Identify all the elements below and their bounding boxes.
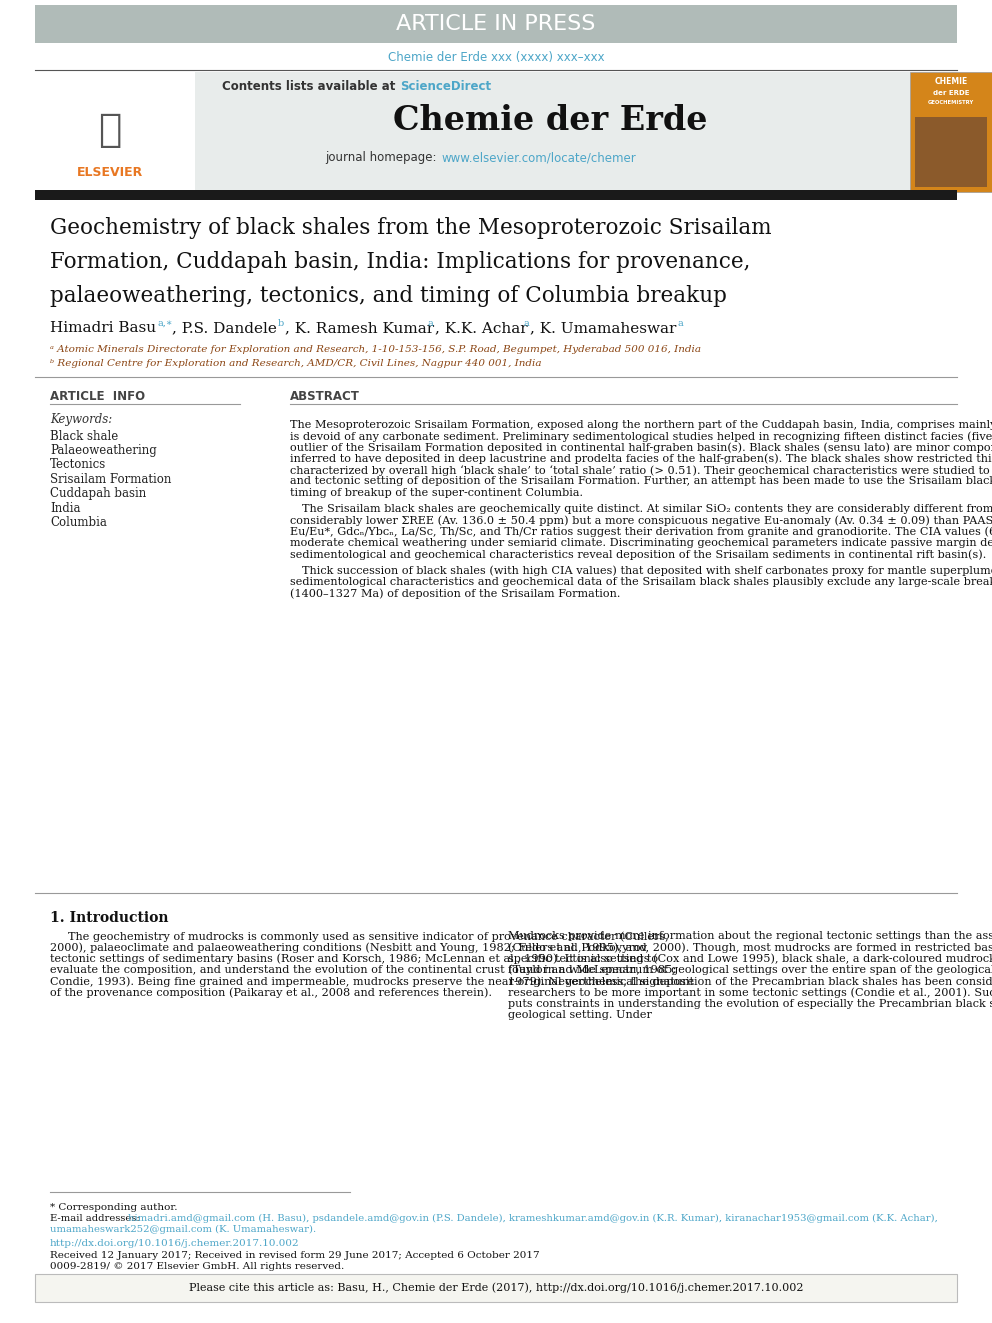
- Text: India: India: [50, 501, 80, 515]
- Text: ARTICLE IN PRESS: ARTICLE IN PRESS: [397, 15, 595, 34]
- Text: ScienceDirect: ScienceDirect: [400, 81, 491, 94]
- Text: Black shale: Black shale: [50, 430, 118, 442]
- Text: researchers to be more important in some tectonic settings (Condie et al., 2001): researchers to be more important in some…: [508, 987, 992, 999]
- Text: characterized by overall high ‘black shale’ to ‘total shale’ ratio (> 0.51). The: characterized by overall high ‘black sha…: [290, 466, 992, 476]
- Text: The Mesoproterozoic Srisailam Formation, exposed along the northern part of the : The Mesoproterozoic Srisailam Formation,…: [290, 419, 992, 430]
- Text: , P.S. Dandele: , P.S. Dandele: [172, 321, 277, 335]
- Text: b: b: [278, 319, 285, 328]
- FancyBboxPatch shape: [195, 71, 910, 192]
- Text: sedimentological characteristics and geochemical data of the Srisailam black sha: sedimentological characteristics and geo…: [290, 577, 992, 587]
- Text: Formation, Cuddapah basin, India: Implications for provenance,: Formation, Cuddapah basin, India: Implic…: [50, 251, 750, 273]
- FancyBboxPatch shape: [35, 191, 957, 200]
- Text: E-mail addresses:: E-mail addresses:: [50, 1215, 143, 1222]
- Text: a: a: [524, 319, 530, 328]
- Text: specific tectonic settings (Cox and Lowe 1995), black shale, a dark-coloured mud: specific tectonic settings (Cox and Lowe…: [508, 954, 992, 964]
- Text: 1979). Nevertheless, the deposition of the Precambrian black shales has been con: 1979). Nevertheless, the deposition of t…: [508, 976, 992, 987]
- Text: ABSTRACT: ABSTRACT: [290, 390, 360, 404]
- Text: himadri.amd@gmail.com (H. Basu), psdandele.amd@gov.in (P.S. Dandele), krameshkum: himadri.amd@gmail.com (H. Basu), psdande…: [128, 1215, 937, 1224]
- Text: timing of breakup of the super-continent Columbia.: timing of breakup of the super-continent…: [290, 488, 583, 497]
- Text: considerably lower ΣREE (Av. 136.0 ± 50.4 ppm) but a more conspicuous negative E: considerably lower ΣREE (Av. 136.0 ± 50.…: [290, 516, 992, 527]
- Text: Mudrocks provide more information about the regional tectonic settings than the : Mudrocks provide more information about …: [508, 931, 992, 941]
- Text: sedimentological and geochemical characteristics reveal deposition of the Srisai: sedimentological and geochemical charact…: [290, 549, 986, 560]
- Text: is devoid of any carbonate sediment. Preliminary sedimentological studies helped: is devoid of any carbonate sediment. Pre…: [290, 431, 992, 442]
- Text: Keywords:: Keywords:: [50, 414, 112, 426]
- Text: 🌳: 🌳: [98, 111, 122, 149]
- Text: Cuddapah basin: Cuddapah basin: [50, 487, 146, 500]
- Text: CHEMIE: CHEMIE: [934, 78, 967, 86]
- Text: ᵃ Atomic Minerals Directorate for Exploration and Research, 1-10-153-156, S.P. R: ᵃ Atomic Minerals Directorate for Explor…: [50, 345, 701, 355]
- Text: Srisailam Formation: Srisailam Formation: [50, 474, 172, 486]
- Text: palaeoweathering, tectonics, and timing of Columbia breakup: palaeoweathering, tectonics, and timing …: [50, 284, 727, 307]
- Text: 2000), palaeoclimate and palaeoweathering conditions (Nesbitt and Young, 1982; F: 2000), palaeoclimate and palaeoweatherin…: [50, 942, 647, 953]
- Text: Chemie der Erde: Chemie der Erde: [393, 103, 707, 136]
- Text: Received 12 January 2017; Received in revised form 29 June 2017; Accepted 6 Octo: Received 12 January 2017; Received in re…: [50, 1252, 540, 1259]
- Text: ARTICLE  INFO: ARTICLE INFO: [50, 390, 145, 404]
- Text: Himadri Basu: Himadri Basu: [50, 321, 156, 335]
- Text: , K.K. Achar: , K.K. Achar: [435, 321, 528, 335]
- Text: outlier of the Srisailam Formation deposited in continental half-graben basin(s): outlier of the Srisailam Formation depos…: [290, 443, 992, 454]
- Text: Thick succession of black shales (with high CIA values) that deposited with shel: Thick succession of black shales (with h…: [302, 566, 992, 576]
- Text: ᵇ Regional Centre for Exploration and Research, AMD/CR, Civil Lines, Nagpur 440 : ᵇ Regional Centre for Exploration and Re…: [50, 360, 542, 369]
- Text: Palaeoweathering: Palaeoweathering: [50, 445, 157, 456]
- Text: of the provenance composition (Paikaray et al., 2008 and references therein).: of the provenance composition (Paikaray …: [50, 987, 492, 998]
- Text: puts constraints in understanding the evolution of especially the Precambrian bl: puts constraints in understanding the ev…: [508, 999, 992, 1009]
- Text: , K. Ramesh Kumar: , K. Ramesh Kumar: [285, 321, 434, 335]
- Text: Columbia: Columbia: [50, 516, 107, 529]
- Text: The geochemistry of mudrocks is commonly used as sensitive indicator of provenan: The geochemistry of mudrocks is commonly…: [68, 931, 669, 942]
- FancyBboxPatch shape: [915, 116, 987, 187]
- Text: 0009-2819/ © 2017 Elsevier GmbH. All rights reserved.: 0009-2819/ © 2017 Elsevier GmbH. All rig…: [50, 1262, 344, 1271]
- Text: (1400–1327 Ma) of deposition of the Srisailam Formation.: (1400–1327 Ma) of deposition of the Sris…: [290, 589, 620, 599]
- Text: http://dx.doi.org/10.1016/j.chemer.2017.10.002: http://dx.doi.org/10.1016/j.chemer.2017.…: [50, 1240, 300, 1248]
- Text: a,∗: a,∗: [158, 319, 174, 328]
- Text: moderate chemical weathering under semiarid climate. Discriminating geochemical : moderate chemical weathering under semia…: [290, 538, 992, 548]
- Text: evaluate the composition, and understand the evolution of the continental crust : evaluate the composition, and understand…: [50, 964, 677, 975]
- Text: Geochemistry of black shales from the Mesoproterozoic Srisailam: Geochemistry of black shales from the Me…: [50, 217, 772, 239]
- Text: Please cite this article as: Basu, H., Chemie der Erde (2017), http://dx.doi.org: Please cite this article as: Basu, H., C…: [188, 1283, 804, 1294]
- Text: inferred to have deposited in deep lacustrine and prodelta facies of the half-gr: inferred to have deposited in deep lacus…: [290, 454, 992, 464]
- Text: tectonic settings of sedimentary basins (Roser and Korsch, 1986; McLennan et al.: tectonic settings of sedimentary basins …: [50, 954, 658, 964]
- Text: (Cullers and Podkovyrov, 2000). Though, most mudrocks are formed in restricted b: (Cullers and Podkovyrov, 2000). Though, …: [508, 942, 992, 953]
- Text: journal homepage:: journal homepage:: [324, 152, 440, 164]
- Text: , K. Umamaheswar: , K. Umamaheswar: [530, 321, 677, 335]
- Text: Tectonics: Tectonics: [50, 459, 106, 471]
- Text: Eu/Eu*, Gdᴄₙ/Ybᴄₙ, La/Sc, Th/Sc, and Th/Cr ratios suggest their derivation from : Eu/Eu*, Gdᴄₙ/Ybᴄₙ, La/Sc, Th/Sc, and Th/…: [290, 527, 992, 537]
- Text: geological setting. Under: geological setting. Under: [508, 1009, 652, 1020]
- Text: ELSEVIER: ELSEVIER: [76, 165, 143, 179]
- Text: Condie, 1993). Being fine grained and impermeable, mudrocks preserve the near-or: Condie, 1993). Being fine grained and im…: [50, 976, 694, 987]
- Text: Contents lists available at: Contents lists available at: [222, 81, 400, 94]
- Text: and tectonic setting of deposition of the Srisailam Formation. Further, an attem: and tectonic setting of deposition of th…: [290, 476, 992, 487]
- Text: 1. Introduction: 1. Introduction: [50, 912, 169, 925]
- Text: der ERDE: der ERDE: [932, 90, 969, 97]
- Text: found in a wide spectrum of geological settings over the entire span of the geol: found in a wide spectrum of geological s…: [508, 964, 992, 975]
- Text: www.elsevier.com/locate/chemer: www.elsevier.com/locate/chemer: [442, 152, 637, 164]
- Text: GEOCHEMISTRY: GEOCHEMISTRY: [928, 101, 974, 106]
- Text: The Srisailam black shales are geochemically quite distinct. At similar SiO₂ con: The Srisailam black shales are geochemic…: [302, 504, 992, 515]
- FancyBboxPatch shape: [910, 71, 992, 192]
- FancyBboxPatch shape: [35, 71, 193, 192]
- FancyBboxPatch shape: [35, 5, 957, 44]
- FancyBboxPatch shape: [35, 1274, 957, 1302]
- Text: a: a: [678, 319, 683, 328]
- Text: umamaheswark252@gmail.com (K. Umamaheswar).: umamaheswark252@gmail.com (K. Umamaheswa…: [50, 1225, 316, 1234]
- Text: Chemie der Erde xxx (xxxx) xxx–xxx: Chemie der Erde xxx (xxxx) xxx–xxx: [388, 52, 604, 65]
- Text: a: a: [428, 319, 434, 328]
- Text: * Corresponding author.: * Corresponding author.: [50, 1203, 178, 1212]
